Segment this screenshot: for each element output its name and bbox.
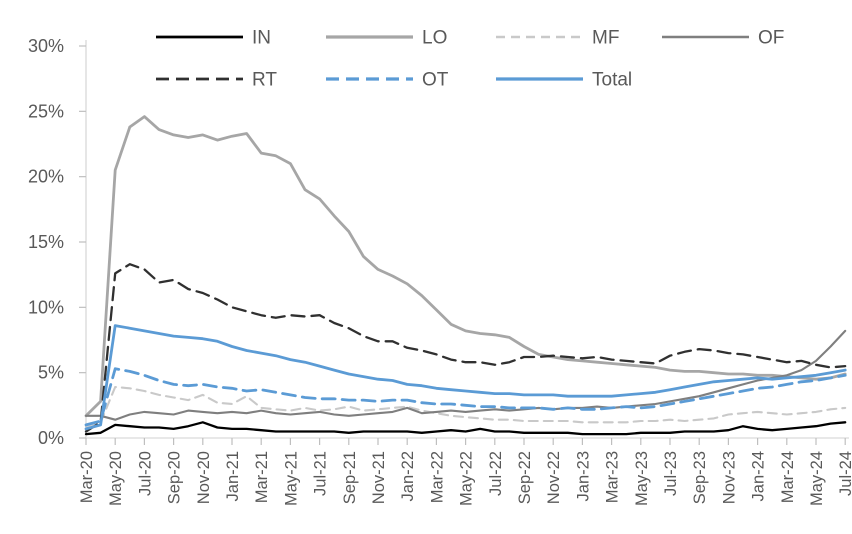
legend-label-MF: MF xyxy=(592,28,619,49)
x-tick-label: Jul-20 xyxy=(136,451,154,496)
series-line-LO xyxy=(84,115,847,418)
x-tick-label: Jul-22 xyxy=(487,451,505,496)
legend-label-OF: OF xyxy=(758,28,784,49)
axes: 0% 5% 10% 15% 20% 25% 30% Mar-20 May-20 Jul-20 Sep… xyxy=(28,36,852,506)
x-tick-label: Mar-24 xyxy=(779,451,797,503)
series-line-IN xyxy=(84,421,847,436)
y-tick-label: 0% xyxy=(38,428,64,448)
legend-label-OT: OT xyxy=(422,70,449,91)
x-tick-label: Nov-23 xyxy=(720,451,738,504)
x-tick-label: Sep-21 xyxy=(341,451,359,504)
legend-item-OF: OF xyxy=(662,28,784,49)
legend-label-Total: Total xyxy=(592,70,632,91)
legend-label-LO: LO xyxy=(422,28,447,49)
series-line-Total xyxy=(84,324,847,431)
y-tick-label: 20% xyxy=(28,167,64,187)
legend: IN LO MF OF RT OT Total xyxy=(156,28,784,91)
legend-item-RT: RT xyxy=(156,70,277,91)
x-tick-label: May-22 xyxy=(458,451,476,506)
x-tick-label: Mar-23 xyxy=(604,451,622,503)
x-tick-label: Nov-21 xyxy=(370,451,388,504)
x-tick-label: Mar-21 xyxy=(253,451,271,503)
x-tick-label: Jul-23 xyxy=(662,451,680,496)
x-tick-label: Mar-20 xyxy=(78,451,96,503)
x-tick-label: May-23 xyxy=(633,451,651,506)
y-tick-label: 30% xyxy=(28,36,64,56)
legend-item-IN: IN xyxy=(156,28,271,49)
series-line-RT xyxy=(84,263,847,433)
x-tick-label: Jan-24 xyxy=(750,451,768,501)
y-tick-label: 15% xyxy=(28,232,64,252)
legend-label-RT: RT xyxy=(252,70,277,91)
series-line-OF xyxy=(84,329,847,421)
x-tick-label: Jan-22 xyxy=(399,451,417,501)
series-line-MF xyxy=(84,385,847,428)
x-tick-label: Nov-20 xyxy=(195,451,213,504)
x-tick-label: May-24 xyxy=(808,451,826,506)
x-tick-label: May-21 xyxy=(282,451,300,506)
legend-item-OT: OT xyxy=(326,70,449,91)
legend-item-Total: Total xyxy=(496,70,632,91)
x-tick-label: Sep-20 xyxy=(166,451,184,504)
x-tick-label: Jul-21 xyxy=(312,451,330,496)
legend-item-LO: LO xyxy=(326,28,447,49)
x-tick-label: May-20 xyxy=(107,451,125,506)
x-tick-label: Mar-22 xyxy=(428,451,446,503)
x-tick-label: Jul-24 xyxy=(837,451,852,496)
y-tick-label: 25% xyxy=(28,101,64,121)
x-tick-label: Jan-21 xyxy=(224,451,242,501)
y-tick-label: 5% xyxy=(38,363,64,383)
legend-label-IN: IN xyxy=(252,28,271,49)
x-tick-label: Nov-22 xyxy=(545,451,563,504)
series-line-OT xyxy=(84,367,847,427)
x-tick-label: Sep-23 xyxy=(691,451,709,504)
y-tick-label: 10% xyxy=(28,297,64,317)
x-tick-label: Jan-23 xyxy=(574,451,592,501)
x-tick-label: Sep-22 xyxy=(516,451,534,504)
legend-item-MF: MF xyxy=(496,28,619,49)
series-lines xyxy=(84,115,847,436)
